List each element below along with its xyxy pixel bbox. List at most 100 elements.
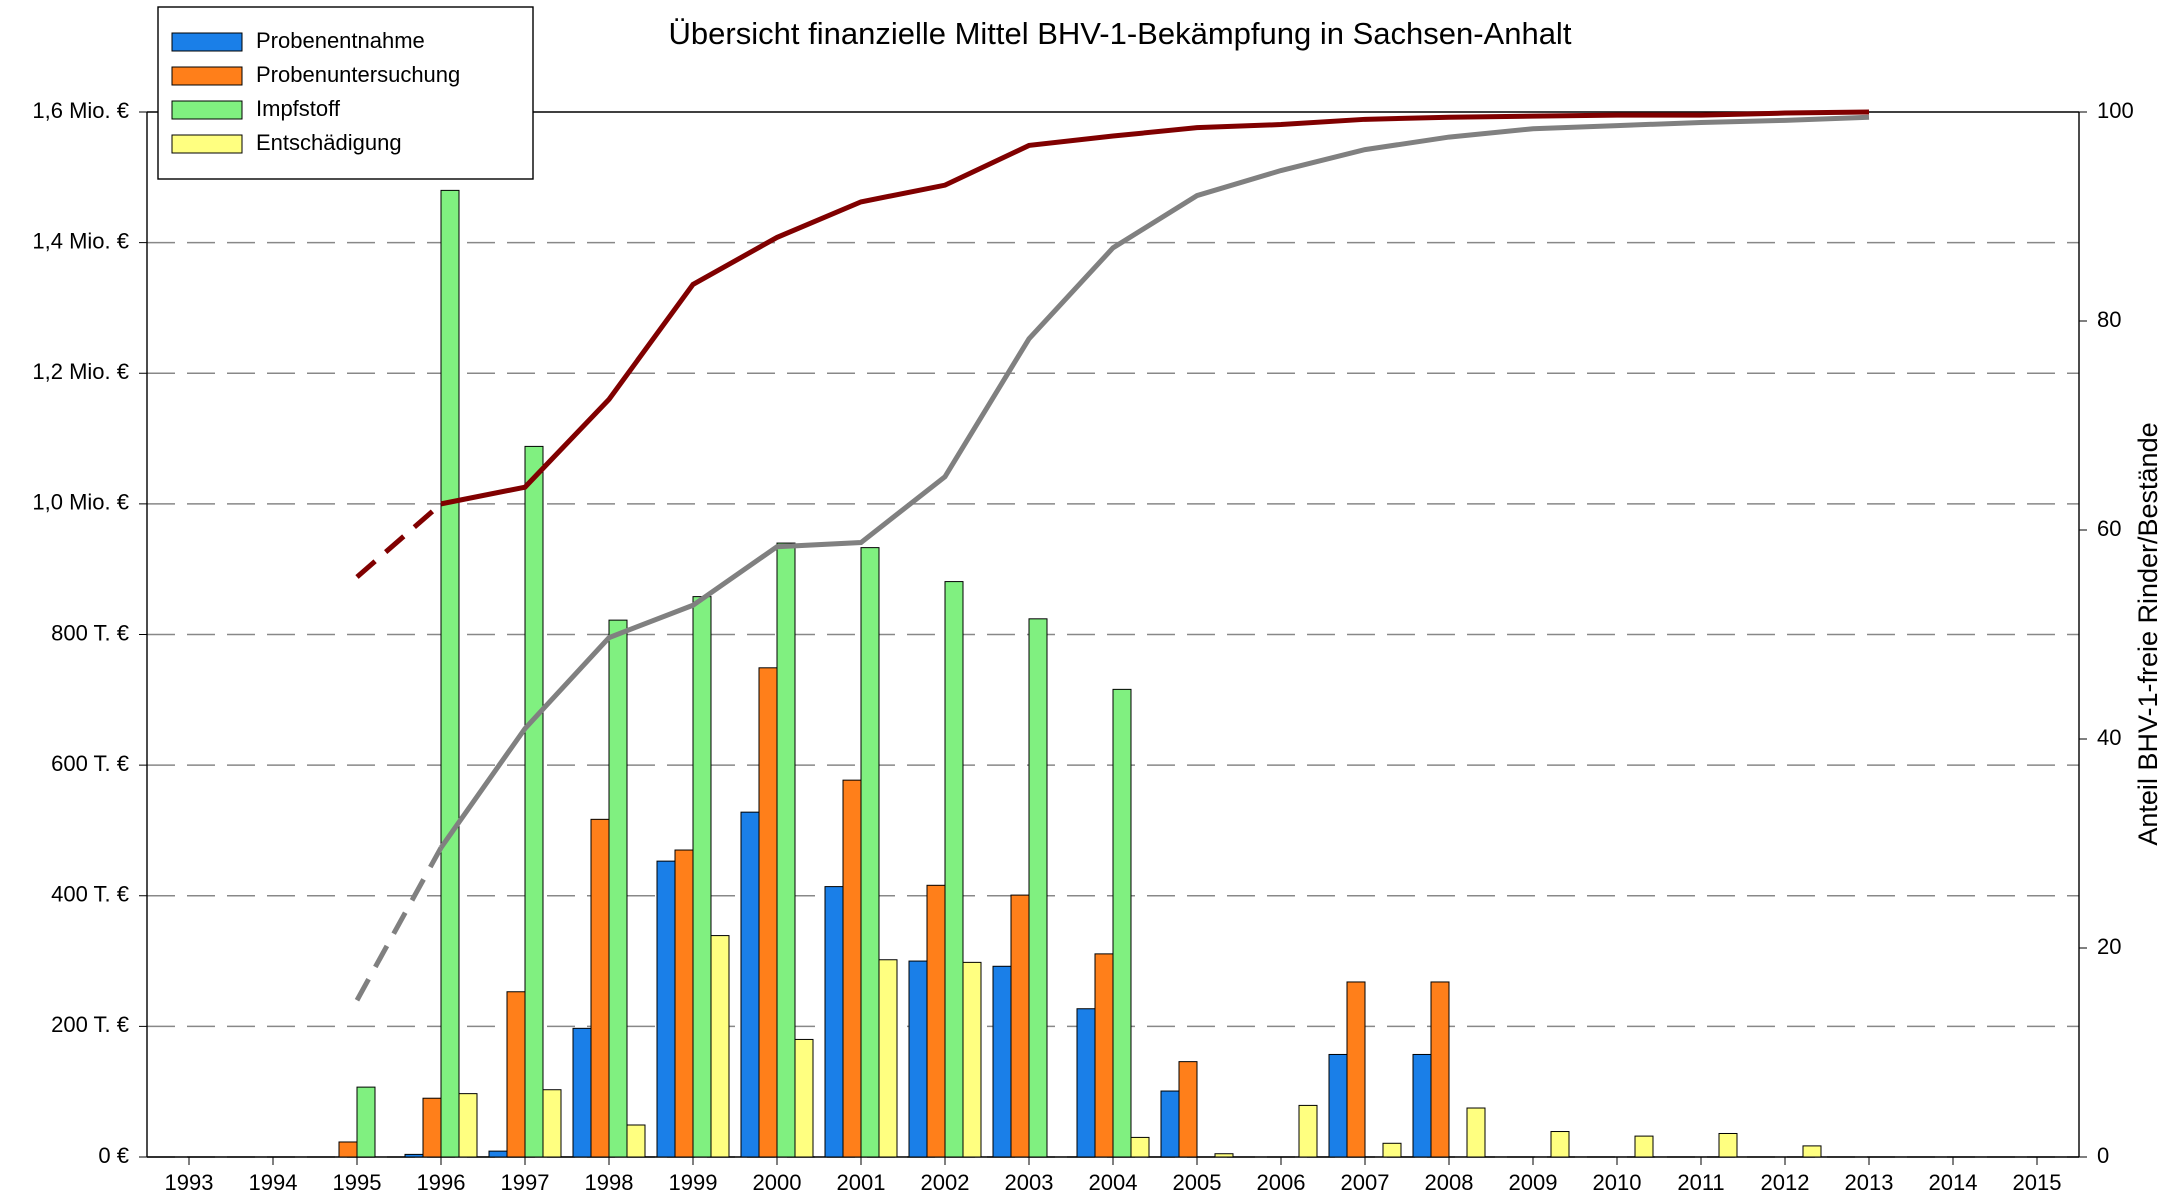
line [440,109,1870,507]
bar [1430,981,1450,1158]
y-tick-label: 1,6 Mio. € [32,98,129,123]
bar [1178,1061,1198,1158]
y2-axis-label: Anteil BHV-1-freie Rinder/Bestände [2133,422,2163,845]
bar [1160,1090,1180,1158]
y2-tick-label: 80 [2097,307,2121,332]
bar [440,189,460,1158]
x-tick-label: 2000 [753,1170,802,1195]
x-tick-label: 2003 [1005,1170,1054,1195]
line [354,846,444,1002]
x-tick-label: 1995 [333,1170,382,1195]
x-tick-label: 2004 [1089,1170,1138,1195]
bar [572,1027,592,1158]
bar [1298,1104,1318,1158]
bar [692,596,712,1158]
bar [458,1093,478,1158]
bar [626,1124,646,1158]
legend-swatch [171,134,243,154]
bar [656,860,676,1158]
bar [1214,1153,1234,1158]
bar [842,779,862,1158]
bar [1466,1107,1486,1158]
bar [608,619,628,1158]
bar [1112,688,1132,1158]
x-tick-label: 1994 [249,1170,298,1195]
x-tick-label: 2014 [1929,1170,1978,1195]
x-tick-label: 2007 [1341,1170,1390,1195]
bar [1094,953,1114,1158]
y2-tick-label: 20 [2097,934,2121,959]
x-tick-label: 2010 [1593,1170,1642,1195]
legend-swatch [171,32,243,52]
bar [944,581,964,1158]
bar [422,1097,442,1158]
x-tick-label: 2013 [1845,1170,1894,1195]
x-tick-label: 2012 [1761,1170,1810,1195]
x-tick-label: 2001 [837,1170,886,1195]
chart-title: Übersicht finanzielle Mittel BHV-1-Bekäm… [669,16,1572,51]
y-tick-label: 600 T. € [51,751,129,776]
x-tick-label: 2002 [921,1170,970,1195]
legend-label: Impfstoff [256,96,341,121]
x-tick-label: 2011 [1677,1170,1724,1195]
y-tick-label: 1,0 Mio. € [32,490,129,515]
bar [794,1038,814,1158]
y2-tick-label: 40 [2097,725,2121,750]
y-tick-label: 0 € [98,1143,129,1168]
bar [674,849,694,1158]
bar [740,811,760,1158]
x-tick-label: 1993 [165,1170,214,1195]
y-tick-label: 1,4 Mio. € [32,228,129,253]
bar [1010,894,1030,1158]
bar [488,1150,508,1158]
bar [824,886,844,1158]
bar [962,961,982,1158]
y-tick-label: 400 T. € [51,882,129,907]
legend-label: Probenentnahme [256,28,425,53]
x-tick-label: 1998 [585,1170,634,1195]
x-tick-label: 1996 [417,1170,466,1195]
bar [1718,1132,1738,1158]
bar [590,818,610,1158]
legend-swatch [171,66,243,86]
bar [1076,1008,1096,1158]
x-tick-label: 2006 [1257,1170,1306,1195]
bar [404,1153,424,1158]
bar [1412,1053,1432,1158]
bar [1028,618,1048,1158]
x-tick-label: 1997 [501,1170,550,1195]
x-tick-label: 2009 [1509,1170,1558,1195]
legend-label: Probenuntersuchung [256,62,460,87]
y-tick-label: 800 T. € [51,620,129,645]
y2-tick-label: 100 [2097,98,2134,123]
bar [758,667,778,1158]
bar [878,959,898,1158]
bar [1634,1135,1654,1158]
bar [908,960,928,1158]
bar [338,1141,358,1158]
legend-label: Entschädigung [256,130,402,155]
bar [860,547,880,1158]
bar [1346,981,1366,1158]
y-tick-label: 200 T. € [51,1012,129,1037]
bar [542,1089,562,1158]
bar [1328,1053,1348,1158]
bar [1130,1136,1150,1158]
x-tick-label: 2008 [1425,1170,1474,1195]
y2-tick-label: 0 [2097,1143,2109,1168]
legend-swatch [171,100,243,120]
bar [506,991,526,1158]
y2-tick-label: 60 [2097,516,2121,541]
bar [356,1086,376,1158]
x-tick-label: 2015 [2013,1170,2062,1195]
bar [1382,1142,1402,1158]
bar [524,445,544,1158]
bar [992,965,1012,1158]
y-tick-label: 1,2 Mio. € [32,359,129,384]
bar [1550,1131,1570,1158]
legend: Probenentnahme Probenuntersuchung Impfstof… [157,6,534,180]
x-tick-label: 2005 [1173,1170,1222,1195]
bar [776,542,796,1158]
x-tick-label: 1999 [669,1170,718,1195]
